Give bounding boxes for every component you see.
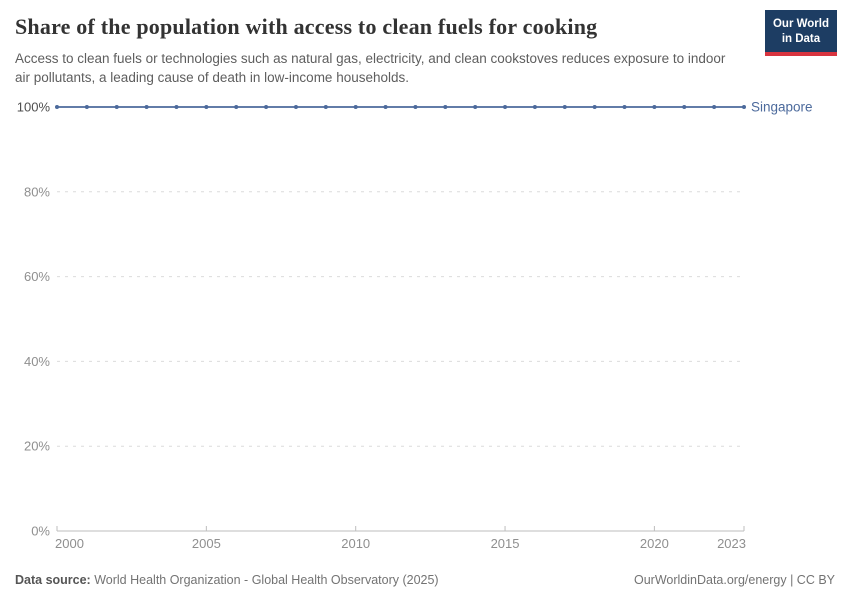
y-tick-label: 100%: [17, 100, 51, 115]
data-source-text: World Health Organization - Global Healt…: [94, 573, 439, 587]
data-point: [174, 105, 179, 109]
data-point: [712, 105, 717, 109]
chart-title: Share of the population with access to c…: [15, 14, 598, 39]
data-point: [473, 105, 478, 109]
data-point: [234, 105, 239, 109]
owid-logo[interactable]: Our World in Data: [764, 10, 837, 56]
chart-footer: Data source: World Health Organization -…: [15, 573, 835, 587]
owid-logo-line1: Our World: [772, 18, 829, 30]
data-source-note[interactable]: Data source: World Health Organization -…: [15, 573, 439, 587]
chart-subtitle: Access to clean fuels or technologies su…: [15, 51, 726, 86]
y-tick-label: 0%: [31, 524, 50, 539]
data-source-label: Data source:: [15, 573, 91, 587]
x-tick-label: 2023: [717, 536, 746, 551]
data-point: [413, 105, 418, 109]
data-point: [532, 105, 537, 109]
x-tick-label: 2010: [341, 536, 370, 551]
line-chart: 0% 20% 40% 60% 80% 100% 2000 2005 2010 2015 2020 20…: [0, 90, 850, 570]
data-point: [293, 105, 298, 109]
chart-header: Share of the population with access to c…: [15, 14, 750, 87]
data-point: [84, 105, 89, 109]
data-point: [55, 105, 59, 109]
data-point: [144, 105, 149, 109]
y-tick-label: 80%: [24, 184, 50, 199]
data-point: [592, 105, 597, 109]
data-point: [443, 105, 448, 109]
data-point: [652, 105, 657, 109]
x-tick-label: 2020: [640, 536, 669, 551]
line-chart-svg: 0% 20% 40% 60% 80% 100% 2000 2005 2010 2015 2020 20…: [17, 100, 813, 552]
owid-logo-line2: in Data: [781, 32, 821, 45]
x-tick-label: 2000: [55, 536, 84, 551]
series-label: Singapore: [751, 100, 813, 115]
y-tick-label: 20%: [24, 439, 50, 454]
data-point: [353, 105, 358, 109]
license-link[interactable]: OurWorldinData.org/energy | CC BY: [633, 573, 835, 587]
data-point: [383, 105, 388, 109]
data-point: [622, 105, 627, 109]
y-tick-label: 60%: [24, 269, 50, 284]
data-point: [114, 105, 119, 109]
x-tick-label: 2005: [192, 536, 221, 551]
data-point: [264, 105, 269, 109]
x-tick-label: 2015: [491, 536, 520, 551]
data-point: [204, 105, 209, 109]
data-point: [503, 105, 508, 109]
data-point: [742, 105, 746, 109]
data-point: [562, 105, 567, 109]
data-point: [323, 105, 328, 109]
y-tick-label: 40%: [24, 354, 50, 369]
data-point: [682, 105, 687, 109]
